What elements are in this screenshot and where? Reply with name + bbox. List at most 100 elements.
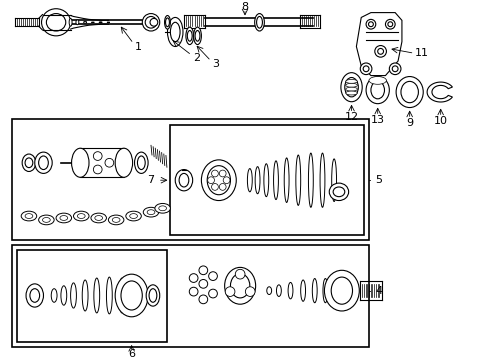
Ellipse shape [121,281,142,310]
Bar [80,148,123,177]
Ellipse shape [185,27,193,45]
Ellipse shape [167,17,183,46]
Ellipse shape [134,152,148,174]
Ellipse shape [94,278,100,313]
Ellipse shape [25,158,33,168]
Text: 12: 12 [344,112,358,122]
Ellipse shape [93,165,102,174]
Ellipse shape [56,213,71,223]
Ellipse shape [187,31,192,41]
Ellipse shape [195,31,200,41]
Text: 4: 4 [374,285,382,296]
Ellipse shape [312,279,317,303]
Ellipse shape [155,203,170,213]
Ellipse shape [46,14,65,31]
Ellipse shape [295,155,300,206]
Ellipse shape [125,211,141,221]
Ellipse shape [30,289,40,302]
Ellipse shape [320,153,324,207]
Bar [17,250,167,342]
Text: 3: 3 [212,59,219,69]
Ellipse shape [345,91,357,95]
Ellipse shape [112,217,120,222]
Ellipse shape [331,159,336,202]
Ellipse shape [363,66,368,72]
Ellipse shape [145,17,157,28]
Ellipse shape [77,213,85,219]
Ellipse shape [106,277,112,314]
Ellipse shape [287,282,292,299]
Ellipse shape [35,152,52,174]
Ellipse shape [366,77,388,104]
Bar [170,125,364,235]
Ellipse shape [345,87,357,91]
Ellipse shape [25,213,33,219]
Ellipse shape [400,81,418,103]
Ellipse shape [395,77,423,108]
Ellipse shape [247,168,252,192]
Ellipse shape [387,22,392,27]
Ellipse shape [201,160,236,201]
Text: 9: 9 [406,118,412,128]
Ellipse shape [115,274,148,317]
Ellipse shape [219,170,225,177]
Ellipse shape [300,280,305,301]
Ellipse shape [199,295,207,304]
Ellipse shape [284,158,288,202]
Text: 1: 1 [135,41,142,51]
Ellipse shape [70,283,76,308]
Text: 5: 5 [374,175,382,185]
Ellipse shape [211,184,218,190]
Ellipse shape [83,21,86,23]
Ellipse shape [82,280,88,311]
Ellipse shape [374,45,386,57]
Ellipse shape [199,266,207,275]
Ellipse shape [255,167,260,194]
Ellipse shape [95,216,102,220]
Ellipse shape [273,161,278,199]
Ellipse shape [42,217,50,222]
Text: 8: 8 [241,2,248,12]
Ellipse shape [129,213,137,219]
Ellipse shape [71,148,89,177]
Ellipse shape [61,286,66,305]
Ellipse shape [208,272,217,280]
Ellipse shape [211,170,218,177]
Ellipse shape [60,216,67,220]
Ellipse shape [344,77,358,97]
Polygon shape [356,13,401,76]
Ellipse shape [330,277,352,304]
Ellipse shape [345,83,357,87]
Ellipse shape [119,278,124,313]
Text: 10: 10 [433,116,447,126]
Ellipse shape [366,19,375,29]
Polygon shape [426,82,451,102]
Ellipse shape [143,207,159,217]
Ellipse shape [170,22,180,42]
Ellipse shape [73,211,89,221]
Ellipse shape [22,154,36,171]
Ellipse shape [189,287,198,296]
Ellipse shape [189,274,198,282]
Ellipse shape [207,177,214,184]
Text: 2: 2 [193,53,200,63]
Ellipse shape [385,19,394,29]
Ellipse shape [377,49,383,54]
Ellipse shape [308,153,313,207]
Ellipse shape [332,187,344,197]
Bar [13,245,368,347]
Ellipse shape [322,279,327,303]
Ellipse shape [370,81,384,99]
Ellipse shape [150,18,158,26]
Ellipse shape [224,267,255,304]
Ellipse shape [147,210,155,215]
Ellipse shape [146,285,160,306]
Ellipse shape [164,15,170,29]
Ellipse shape [21,211,37,221]
Ellipse shape [26,284,43,307]
Ellipse shape [207,166,230,195]
Ellipse shape [93,152,102,161]
Ellipse shape [91,213,106,223]
Ellipse shape [165,18,169,27]
Ellipse shape [39,156,48,170]
